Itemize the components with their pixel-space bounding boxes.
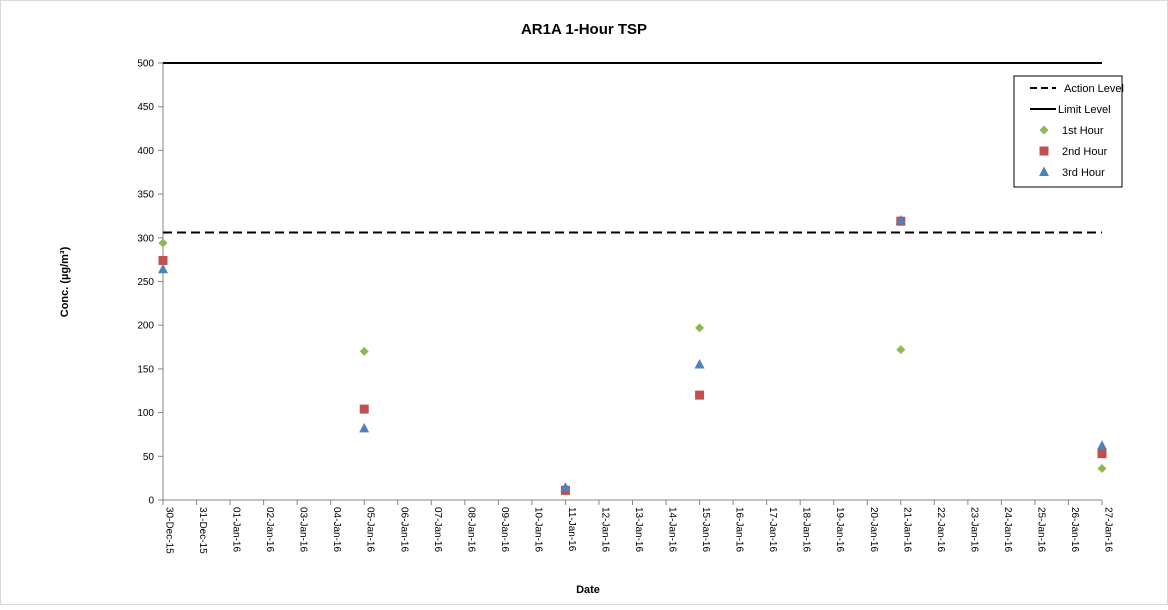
first-hour-point [158,238,168,248]
chart-title: AR1A 1-Hour TSP [521,21,647,38]
y-axis-label: Conc. (µg/m³) [59,246,71,317]
y-tick-label: 500 [137,59,154,70]
legend-label: 3rd Hour [1062,167,1105,179]
y-tick-label: 200 [137,321,154,332]
y-tick-label: 250 [137,277,154,288]
x-tick-label: 19-Jan-16 [834,507,845,552]
legend-label: Action Level [1064,83,1124,95]
x-tick-label: 26-Jan-16 [1069,507,1080,552]
x-tick-label: 30-Dec-15 [164,507,175,554]
x-tick-label: 06-Jan-16 [398,507,409,552]
x-tick-label: 24-Jan-16 [1002,507,1013,552]
y-tick-label: 150 [137,364,154,375]
x-tick-label: 13-Jan-16 [633,507,644,552]
x-tick-label: 16-Jan-16 [734,507,745,552]
x-tick-label: 02-Jan-16 [264,507,275,552]
first-hour-point [896,345,906,355]
third-hour-point [359,422,370,433]
third-hour-point [895,214,906,225]
legend: Action Level Limit Level 1st Hour 2nd Hour 3… [1013,75,1124,188]
y-tick-label: 300 [137,233,154,244]
legend-label: 1st Hour [1062,125,1104,137]
y-tick-label: 350 [137,190,154,201]
x-tick-label: 12-Jan-16 [599,507,610,552]
data-points [158,214,1107,495]
y-tick-label: 0 [148,496,154,507]
x-tick-label: 14-Jan-16 [667,507,678,552]
y-tick-label: 400 [137,146,154,157]
x-tick-label: 18-Jan-16 [801,507,812,552]
legend-label: Limit Level [1058,104,1111,116]
y-tick-label: 50 [143,452,155,463]
x-tick-label: 04-Jan-16 [331,507,342,552]
legend-marker-first-hour [1039,125,1049,135]
x-axis-label: Date [576,584,600,596]
x-tick-label: 31-Dec-15 [197,507,208,554]
x-tick-label: 20-Jan-16 [868,507,879,552]
reference-lines [163,62,1102,234]
x-tick-label: 27-Jan-16 [1103,507,1114,552]
x-tick-label: 21-Jan-16 [901,507,912,552]
second-hour-point [695,390,705,400]
x-tick-label: 25-Jan-16 [1035,507,1046,552]
y-tick-label: 450 [137,102,154,113]
second-hour-point [359,404,369,414]
third-hour-point [158,263,168,274]
y-tick-label: 100 [137,408,154,419]
first-hour-point [359,346,369,356]
second-hour-point [158,256,168,266]
x-tick-label: 23-Jan-16 [968,507,979,552]
legend-marker-second-hour [1039,146,1049,156]
first-hour-point [1097,464,1107,474]
x-tick-label: 15-Jan-16 [700,507,711,552]
x-tick-label: 03-Jan-16 [298,507,309,552]
third-hour-point [694,359,705,369]
axes: 0 50 100 150 200 250 300 350 400 450 500 30-Dec-15 3… [137,59,1113,555]
second-hour-point [1097,449,1107,459]
x-tick-label: 17-Jan-16 [767,507,778,552]
x-tick-label: 05-Jan-16 [365,507,376,552]
third-hour-point [560,482,571,492]
x-tick-label: 09-Jan-16 [499,507,510,552]
x-tick-label: 01-Jan-16 [231,507,242,552]
first-hour-point [695,323,705,333]
legend-label: 2nd Hour [1062,146,1108,158]
legend-marker-third-hour [1039,166,1049,176]
legend-box [1013,75,1123,188]
third-hour-point [1097,440,1107,450]
x-tick-label: 11-Jan-16 [566,507,577,552]
x-tick-label: 22-Jan-16 [935,507,946,552]
x-tick-label: 10-Jan-16 [532,507,543,552]
x-tick-label: 07-Jan-16 [432,507,443,552]
x-tick-label: 08-Jan-16 [465,507,476,552]
